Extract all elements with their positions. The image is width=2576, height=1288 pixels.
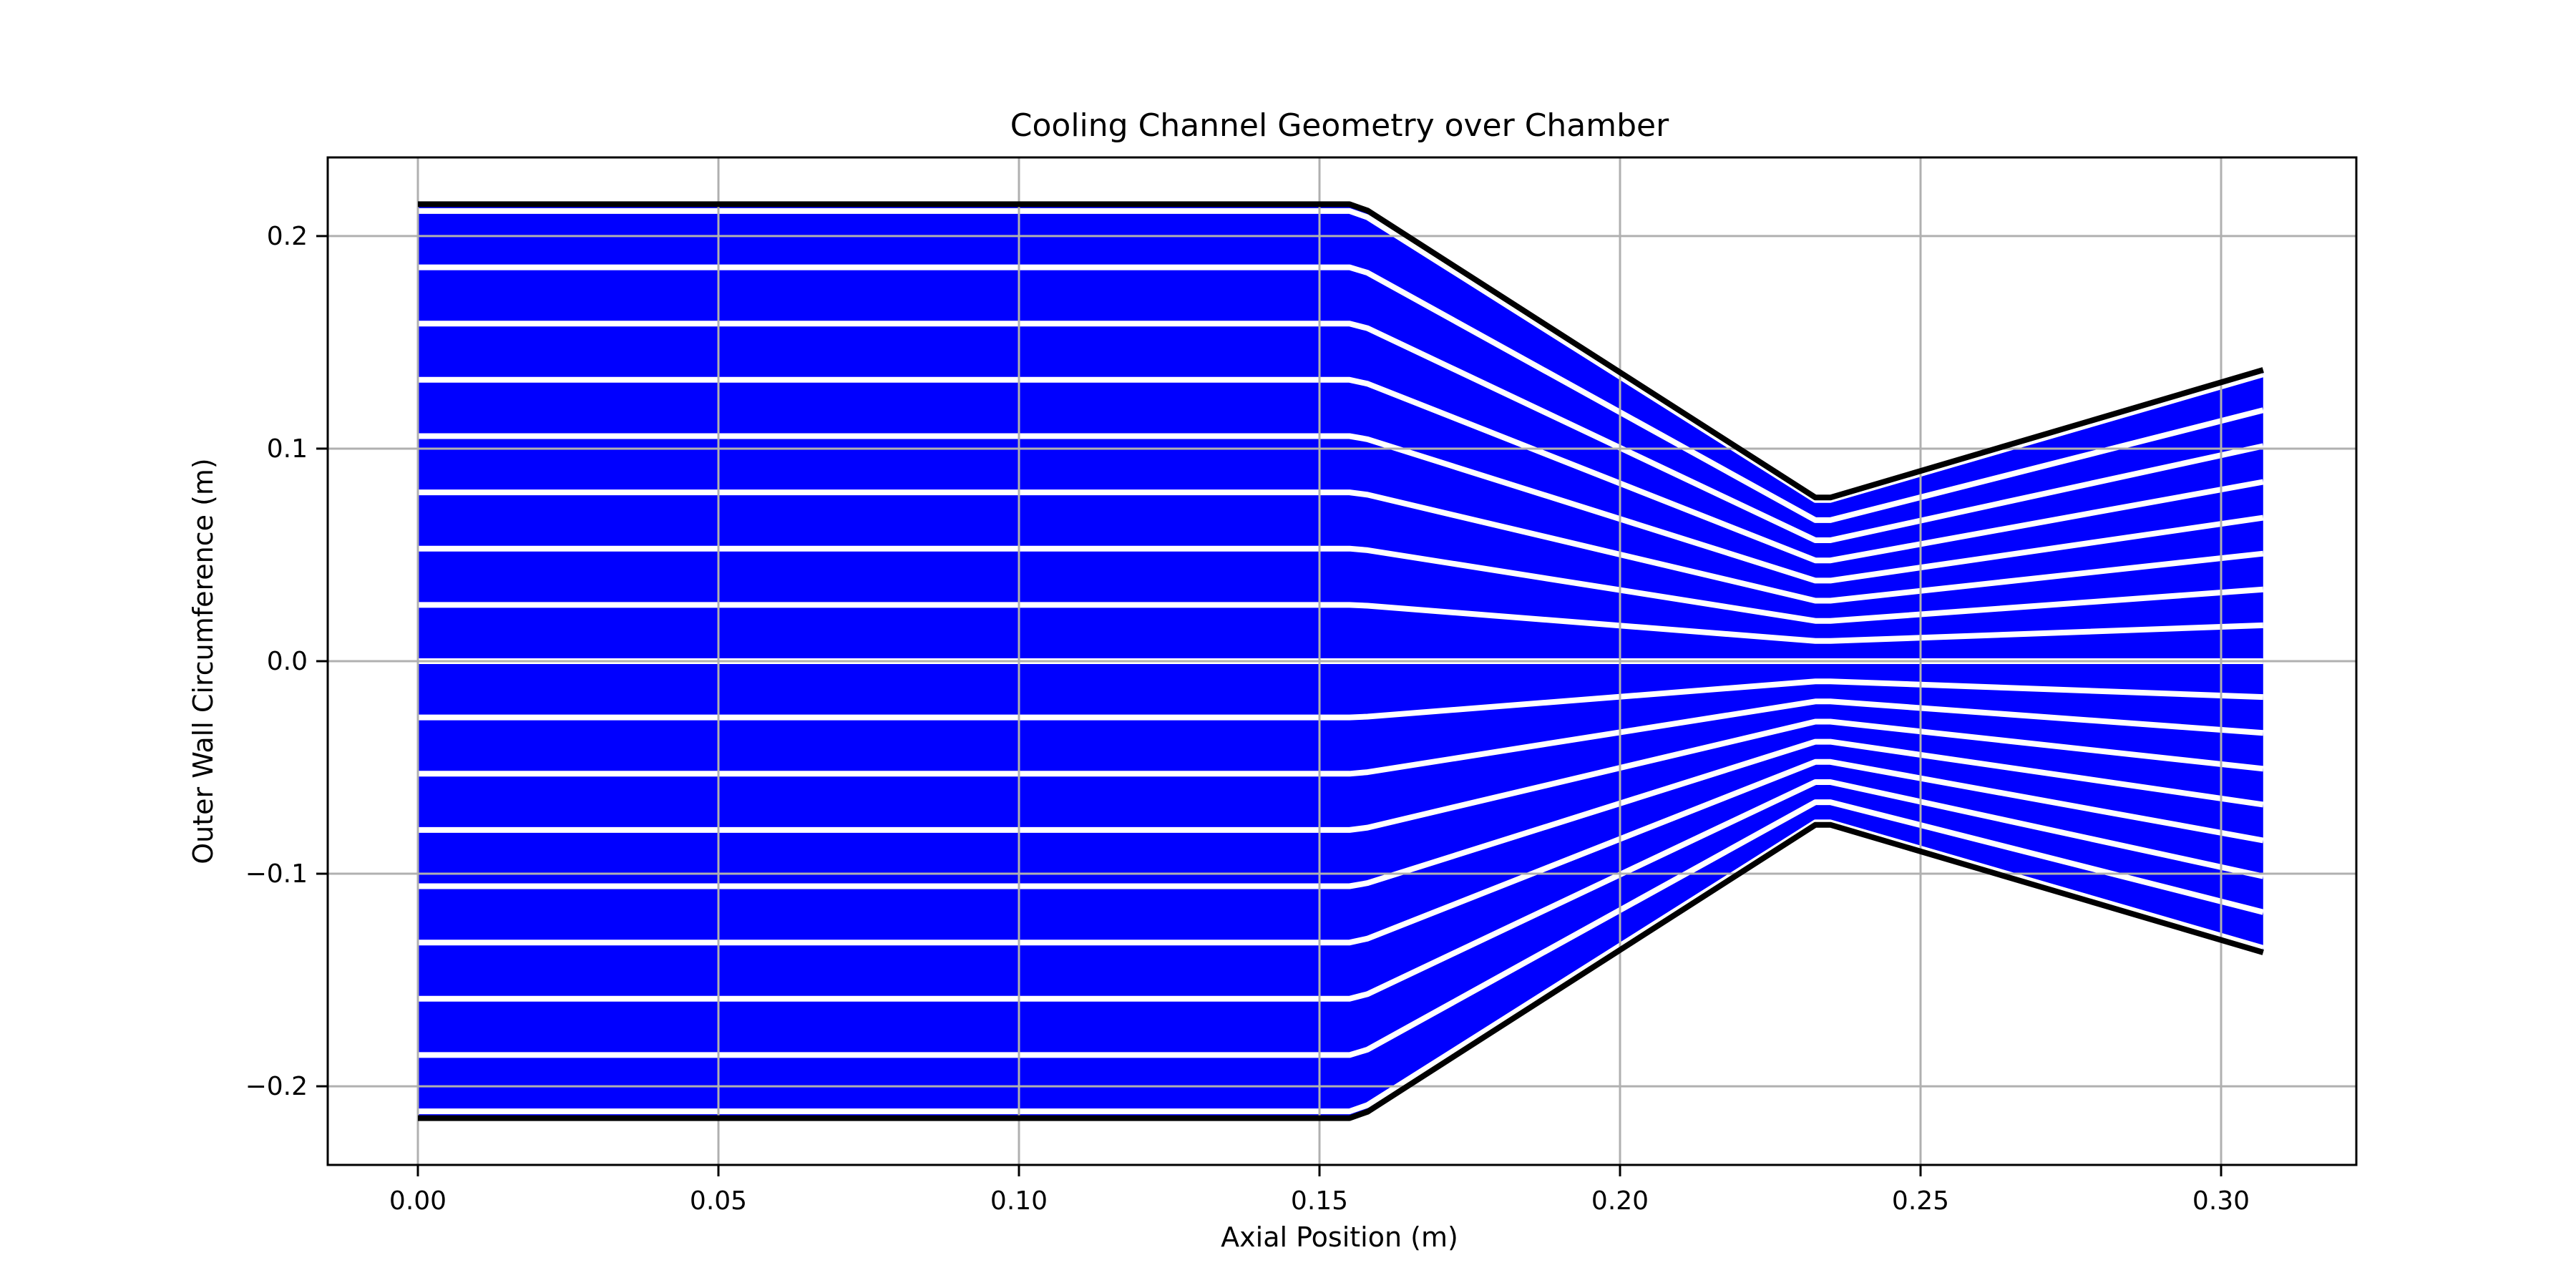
channel-divider-line (418, 758, 2264, 946)
chart-title: Cooling Channel Geometry over Chamber (1010, 107, 1669, 144)
channel-divider-line (418, 321, 2264, 543)
channel-divider-line (418, 738, 2264, 889)
x-axis-label: Axial Position (m) (1221, 1221, 1458, 1253)
y-tick-label: 0.2 (267, 222, 308, 251)
x-tick-label: 0.05 (690, 1186, 747, 1216)
channel-divider-line (418, 433, 2264, 584)
channel-divider-line (418, 779, 2264, 1002)
channel-divider-line (418, 545, 2264, 624)
x-tick-label: 0.15 (1291, 1186, 1348, 1216)
y-axis-label: Outer Wall Circumference (m) (187, 458, 219, 864)
channel-divider-line (418, 602, 2263, 644)
channel-divider-line (418, 489, 2264, 604)
x-tick-label: 0.25 (1892, 1186, 1949, 1216)
channel-divider-line (418, 264, 2264, 523)
upper-wall-line (418, 201, 2264, 501)
x-tick-label: 0.30 (2192, 1186, 2250, 1216)
y-tick-label: −0.1 (245, 859, 308, 889)
x-tick-label: 0.10 (990, 1186, 1048, 1216)
plot-area: 0.00 0.05 0.10 0.15 0.20 0.25 0.30 −0.2 −0.1 0.0 0… (245, 156, 2358, 1216)
lower-wall-line (418, 821, 2264, 1121)
channel-divider-line (418, 799, 2264, 1058)
channel-divider-line (418, 376, 2264, 564)
channel-divider-line (418, 718, 2264, 833)
y-tick-label: 0.1 (267, 434, 308, 464)
y-tick-label: −0.2 (245, 1072, 308, 1101)
channel-divider-line (418, 678, 2263, 721)
x-tick-label: 0.20 (1591, 1186, 1649, 1216)
channel-divider-line (418, 698, 2264, 777)
x-tick-label: 0.00 (389, 1186, 447, 1216)
y-tick-label: 0.0 (267, 647, 308, 676)
